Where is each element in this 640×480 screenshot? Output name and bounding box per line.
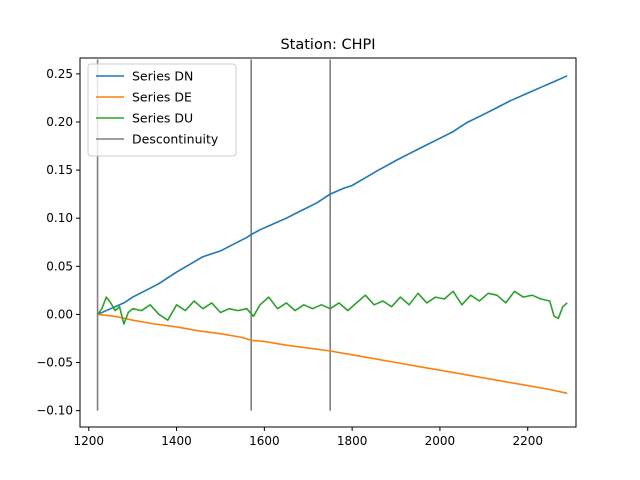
series-lines <box>96 75 568 395</box>
x-tick-label: 1800 <box>337 434 368 448</box>
x-tick-label: 2200 <box>512 434 543 448</box>
legend: Series DN Series DE Series DU Descontinuity <box>87 63 237 157</box>
y-tick-label: 0.05 <box>46 259 73 273</box>
legend-label: Series DN <box>132 69 193 84</box>
y-tick-label: −0.10 <box>36 404 73 418</box>
y-tick-label: 0.15 <box>46 163 73 177</box>
y-tick-label: −0.05 <box>36 356 73 370</box>
y-tick-label: 0.20 <box>46 115 73 129</box>
x-tick-label: 1400 <box>161 434 192 448</box>
series-line-series-du <box>96 290 568 325</box>
legend-label: Descontinuity <box>132 132 219 147</box>
y-tick-label: 0.25 <box>46 67 73 81</box>
legend-box <box>87 63 237 157</box>
plot-area <box>79 57 577 428</box>
y-tick-label: 0.10 <box>46 211 73 225</box>
y-tick-label: 0.00 <box>46 307 73 321</box>
chart-title: Station: CHPI <box>280 37 375 53</box>
x-tick-label: 1600 <box>249 434 280 448</box>
x-tick-label: 2000 <box>425 434 456 448</box>
legend-label: Series DU <box>132 111 193 126</box>
series-line-series-de <box>97 313 568 395</box>
x-tick-label: 1200 <box>74 434 105 448</box>
legend-label: Series DE <box>132 90 192 105</box>
x-axis: 1200 1400 1600 1800 2000 2200 <box>74 427 543 448</box>
series-line-series-dn <box>97 75 568 316</box>
y-axis: −0.10 −0.05 0.00 0.05 0.10 0.15 0.20 0.25 <box>36 67 80 418</box>
